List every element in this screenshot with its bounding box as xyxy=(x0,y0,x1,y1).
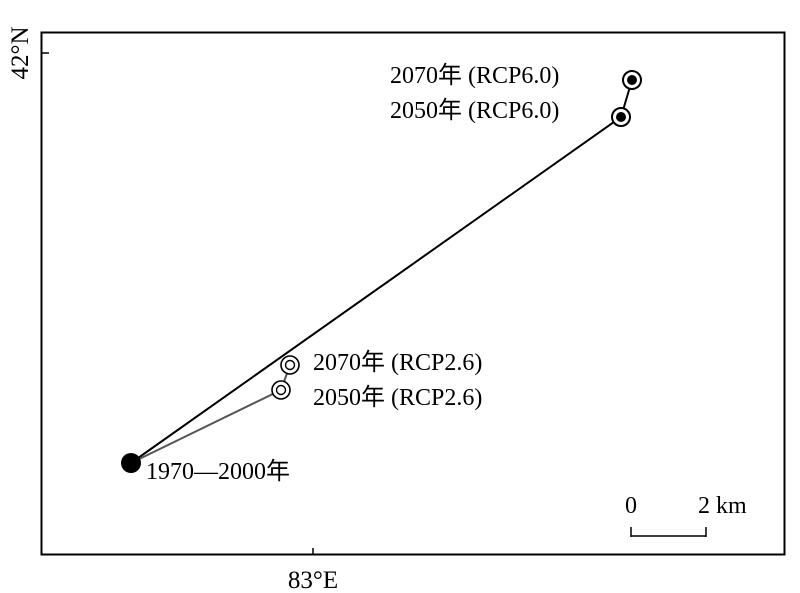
point-rcp26-2050 xyxy=(271,380,291,400)
point-rcp60-2070 xyxy=(622,70,642,90)
scale-bar-start-label: 0 xyxy=(625,493,637,519)
point-rcp26-2070 xyxy=(280,355,300,375)
lat-axis-label: 42°N xyxy=(7,26,34,79)
point-label-rcp60-2050: 2050年 (RCP6.0) xyxy=(390,97,559,124)
scale-bar-end-label: 2 km xyxy=(698,493,747,519)
point-label-rcp26-2070: 2070年 (RCP2.6) xyxy=(313,349,482,376)
point-rcp60-2050 xyxy=(611,107,631,127)
scale-bar xyxy=(630,527,707,537)
point-label-baseline: 1970—2000年 xyxy=(146,458,290,485)
point-baseline xyxy=(121,453,141,473)
point-label-rcp60-2070: 2070年 (RCP6.0) xyxy=(390,62,559,89)
map-frame xyxy=(40,31,786,556)
lon-axis-label: 83°E xyxy=(288,567,338,593)
point-label-rcp26-2050: 2050年 (RCP2.6) xyxy=(313,384,482,411)
